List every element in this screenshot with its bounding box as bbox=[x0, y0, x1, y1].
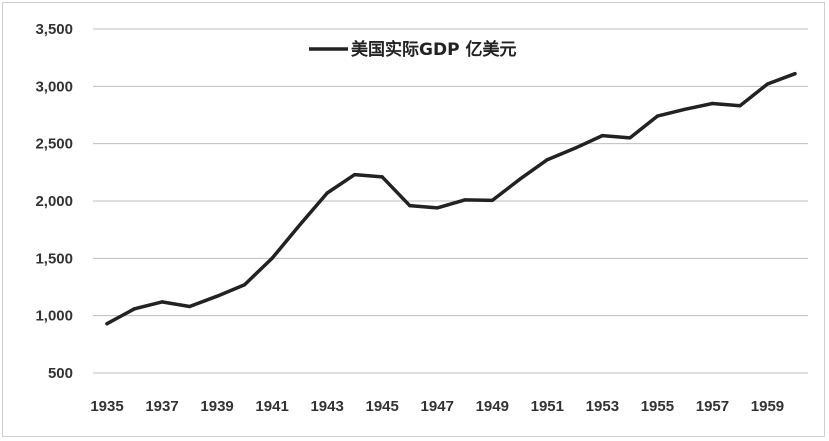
data-point bbox=[187, 304, 192, 309]
data-point bbox=[490, 198, 494, 203]
y-tick-label: 500 bbox=[48, 365, 73, 382]
x-tick-label: 1943 bbox=[310, 398, 343, 415]
y-tick-label: 2,000 bbox=[35, 193, 73, 210]
data-point bbox=[325, 191, 329, 195]
x-tick-label: 1949 bbox=[476, 398, 509, 415]
x-tick-label: 1939 bbox=[200, 398, 233, 415]
data-point bbox=[160, 300, 164, 304]
series-line bbox=[105, 71, 797, 326]
y-tick-label: 1,500 bbox=[35, 250, 73, 267]
data-point bbox=[518, 177, 522, 181]
legend: 美国实际GDP 亿美元 bbox=[309, 39, 516, 60]
data-point bbox=[628, 136, 632, 140]
data-point bbox=[683, 107, 687, 111]
x-tick-label: 1945 bbox=[366, 398, 399, 415]
y-tick-label: 3,500 bbox=[35, 21, 73, 38]
x-tick-label: 1959 bbox=[751, 398, 784, 415]
data-point bbox=[132, 307, 137, 311]
x-tick-label: 1947 bbox=[421, 398, 454, 415]
y-axis-ticks: 500 1,000 1,500 2,000 2,500 3,000 3,500 bbox=[35, 21, 73, 382]
data-point bbox=[655, 114, 660, 118]
y-tick-label: 3,000 bbox=[35, 78, 73, 95]
y-tick-label: 1,000 bbox=[35, 308, 73, 325]
data-point bbox=[463, 198, 467, 202]
data-point bbox=[408, 203, 412, 208]
x-axis-ticks: 1935 1937 1939 1941 1943 1945 1947 1949 1951 1953… bbox=[90, 398, 784, 415]
x-tick-label: 1937 bbox=[145, 398, 178, 415]
x-tick-label: 1957 bbox=[696, 398, 729, 415]
y-tick-label: 2,500 bbox=[35, 136, 73, 153]
data-point bbox=[738, 104, 742, 108]
data-point bbox=[545, 158, 549, 162]
x-tick-label: 1951 bbox=[531, 398, 564, 415]
data-point bbox=[243, 283, 247, 287]
data-point bbox=[270, 256, 274, 260]
data-point bbox=[793, 72, 797, 76]
x-tick-label: 1953 bbox=[586, 398, 619, 415]
data-point bbox=[765, 82, 770, 86]
data-point bbox=[573, 146, 577, 150]
chart-frame: 500 1,000 1,500 2,000 2,500 3,000 3,500 1935 19… bbox=[2, 2, 825, 437]
data-point bbox=[600, 134, 604, 138]
data-point bbox=[105, 322, 109, 326]
series-lines bbox=[105, 71, 797, 326]
legend-label: 美国实际GDP 亿美元 bbox=[351, 39, 516, 60]
gridlines bbox=[93, 28, 808, 374]
x-tick-label: 1941 bbox=[255, 398, 288, 415]
data-point bbox=[435, 206, 439, 210]
x-tick-label: 1955 bbox=[641, 398, 674, 415]
data-point bbox=[353, 173, 357, 177]
x-tick-label: 1935 bbox=[90, 398, 123, 415]
data-point bbox=[710, 101, 715, 106]
data-point bbox=[298, 223, 302, 227]
data-point bbox=[215, 294, 219, 298]
data-point bbox=[380, 175, 384, 179]
